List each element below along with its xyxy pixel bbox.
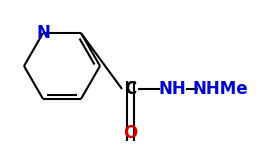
Text: NH: NH: [158, 80, 186, 98]
Text: N: N: [36, 24, 50, 42]
Text: NHMe: NHMe: [192, 80, 248, 98]
Text: C: C: [124, 80, 136, 98]
Text: O: O: [123, 124, 137, 142]
